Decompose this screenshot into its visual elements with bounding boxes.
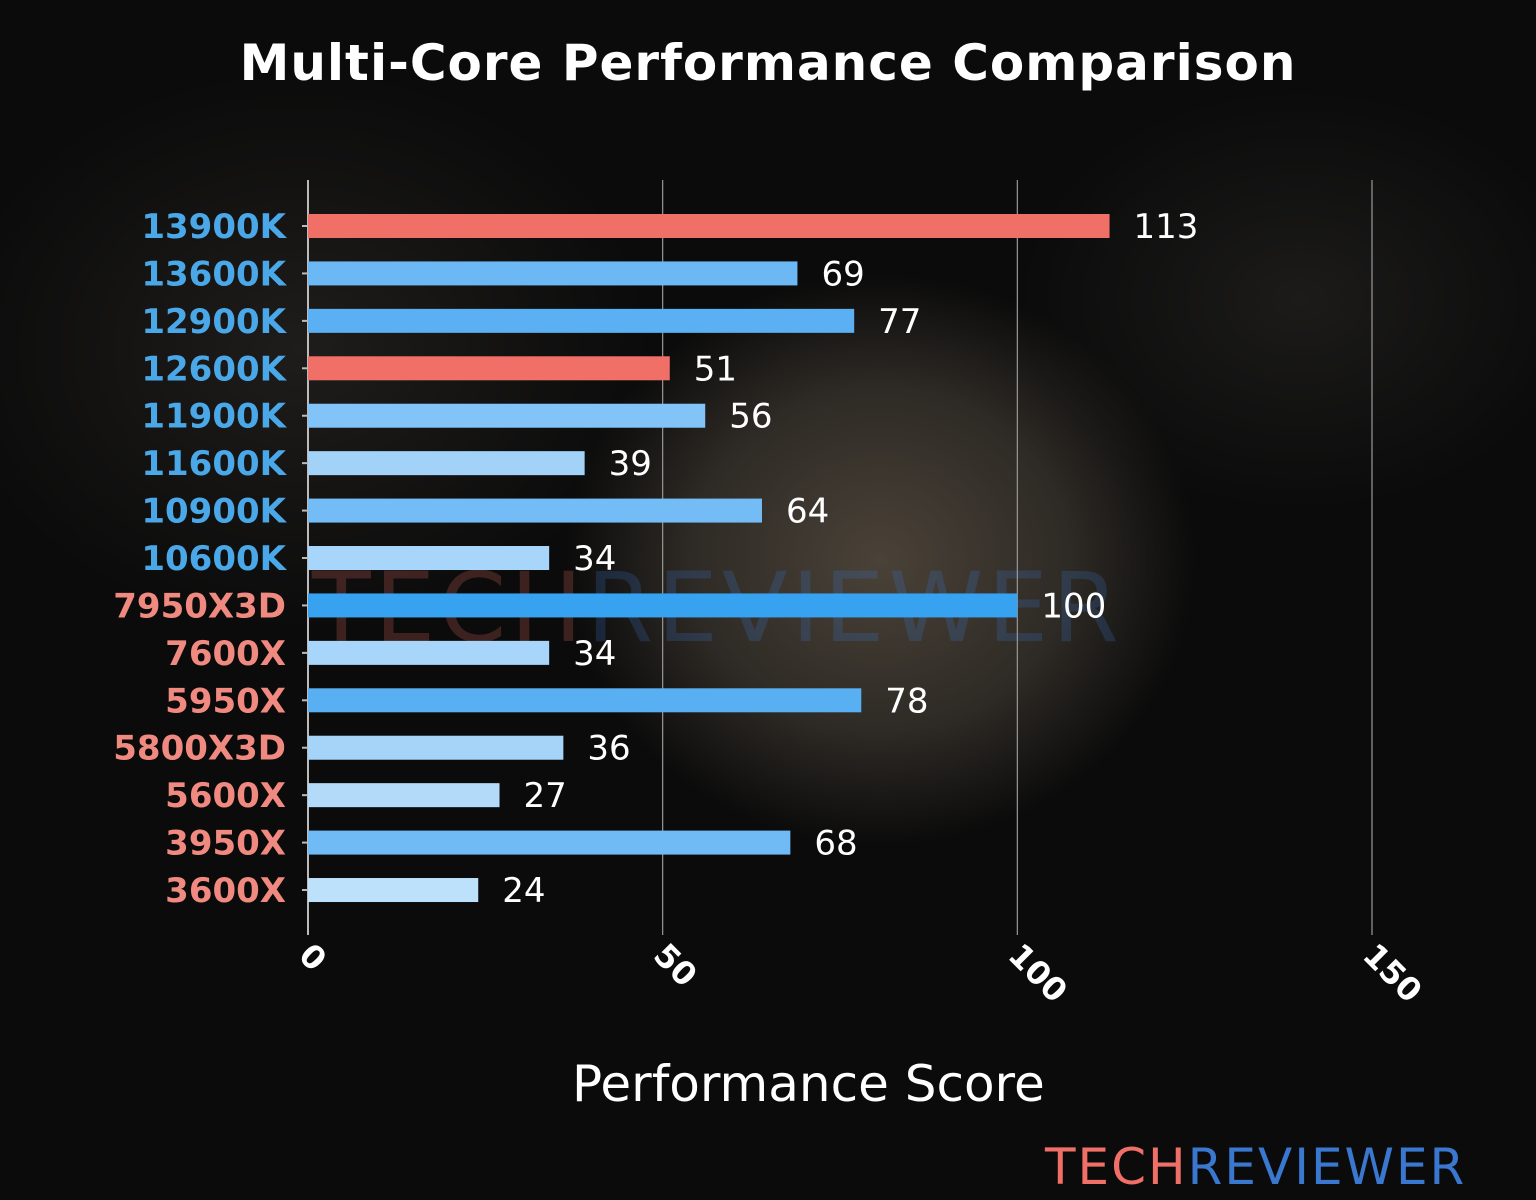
bar-3600X	[308, 878, 479, 903]
data-label: 77	[878, 302, 921, 342]
data-label: 24	[502, 871, 545, 911]
y-tick-label: 11600K	[141, 444, 287, 484]
y-tick-label: 3950X	[165, 824, 286, 864]
y-tick-label: 10900K	[141, 492, 287, 532]
y-tick-label: 5600X	[165, 776, 286, 816]
x-tick-label: 100	[1001, 936, 1075, 1010]
y-tick-label: 13600K	[141, 254, 287, 294]
y-tick-label: 12900K	[141, 302, 287, 342]
bar-11600K	[308, 451, 585, 476]
x-tick-label: 0	[292, 936, 335, 979]
data-label: 78	[885, 681, 928, 721]
y-tick-label: 11900K	[141, 397, 287, 437]
bar-7600X	[308, 640, 550, 665]
bar-10900K	[308, 498, 762, 523]
data-label: 100	[1041, 586, 1106, 626]
data-label: 34	[573, 539, 616, 579]
y-tick-label: 7600X	[165, 634, 286, 674]
data-label: 51	[694, 349, 737, 389]
bar-5600X	[308, 783, 500, 808]
bar-13600K	[308, 261, 798, 286]
data-label: 36	[587, 729, 630, 769]
bar-3950X	[308, 830, 791, 855]
bar-7950X3D	[308, 593, 1018, 618]
y-tick-label: 7950X3D	[113, 586, 286, 626]
x-axis-label: Performance Score	[572, 1055, 1045, 1113]
bar-12900K	[308, 308, 855, 333]
y-tick-label: 10600K	[141, 539, 287, 579]
bar-12600K	[308, 356, 670, 381]
bar-10600K	[308, 546, 550, 571]
y-tick-label: 13900K	[141, 207, 287, 247]
data-label: 113	[1134, 207, 1199, 247]
y-tick-label: 3600X	[165, 871, 286, 911]
data-label: 34	[573, 634, 616, 674]
data-label: 39	[609, 444, 652, 484]
techreviewer-logo: TECHREVIEWER	[1045, 1138, 1467, 1196]
data-label: 56	[729, 397, 772, 437]
y-tick-label: 12600K	[141, 349, 287, 389]
data-label: 69	[821, 254, 864, 294]
chart-title: Multi-Core Performance Comparison	[239, 34, 1297, 92]
y-tick-label: 5950X	[165, 681, 286, 721]
bar-13900K	[308, 214, 1110, 238]
bar-5800X3D	[308, 735, 564, 760]
data-label: 68	[814, 824, 857, 864]
x-tick-label: 50	[646, 936, 704, 994]
x-tick-label: 150	[1356, 936, 1430, 1010]
bar-5950X	[308, 688, 862, 713]
bar-11900K	[308, 403, 706, 428]
data-label: 27	[524, 776, 567, 816]
y-tick-label: 5800X3D	[113, 729, 286, 769]
data-label: 64	[786, 492, 829, 532]
